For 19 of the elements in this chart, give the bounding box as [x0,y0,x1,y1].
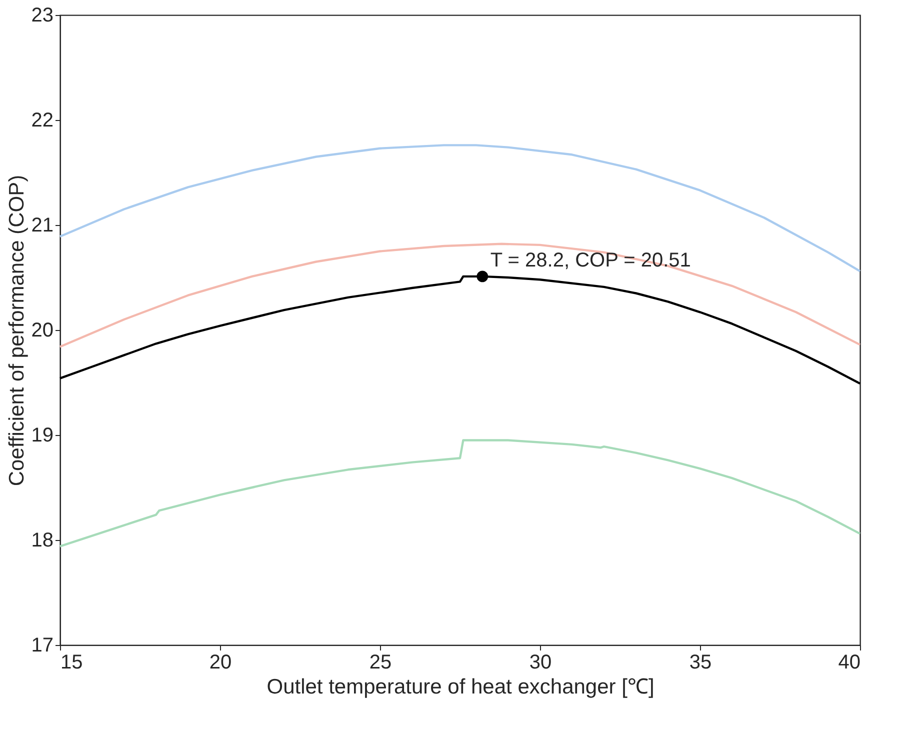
x-tick-label: 25 [369,652,392,674]
line-series [58,242,862,348]
x-tick-label: 35 [689,652,712,674]
line-series [58,439,862,548]
y-tick-label: 17 [31,634,54,656]
x-tick-label: 30 [529,652,552,674]
y-tick-label: 20 [31,320,54,342]
x-tick-label: 40 [838,652,860,674]
x-tick-label: 15 [60,652,83,674]
y-tick-label: 21 [31,214,54,236]
y-tick-label: 23 [31,4,54,26]
y-axis-title: Coefficient of performance (COP) [5,174,28,486]
y-tick-label: 22 [31,110,54,132]
x-axis-title: Outlet temperature of heat exchanger [℃] [266,676,654,698]
line-series [58,144,862,272]
y-tick-label: 18 [31,530,54,552]
annotation: T = 28.2, COP = 20.51 [490,249,691,272]
x-tick-label: 20 [209,652,232,674]
y-tick-label: 19 [31,424,54,446]
